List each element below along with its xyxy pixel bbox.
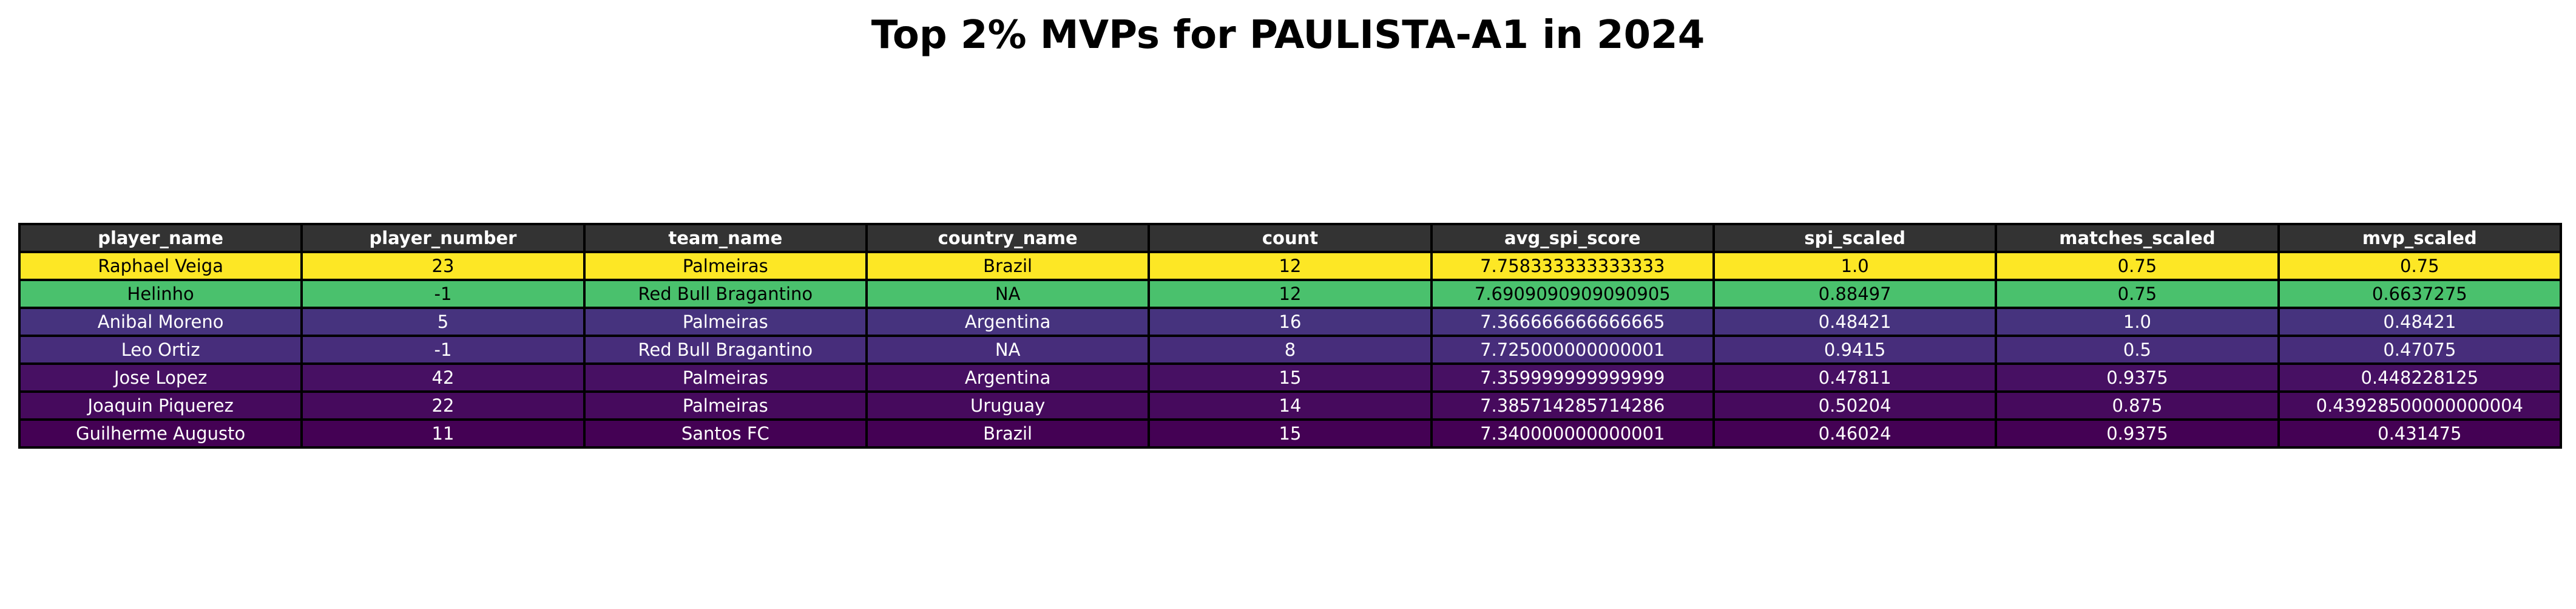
table-cell-mvp-scaled: 0.48421 bbox=[2277, 307, 2563, 337]
table-cell-country-name: NA bbox=[865, 335, 1151, 365]
table-row: Helinho -1 Red Bull Bragantino NA 12 7.690909… bbox=[18, 279, 2563, 309]
table-cell-player-number: 11 bbox=[300, 418, 586, 449]
table-cell-matches-scaled: 0.9375 bbox=[1995, 362, 2280, 393]
table-cell-player-number: -1 bbox=[300, 335, 586, 365]
table-body: Raphael Veiga 23 Palmeiras Brazil 12 7.758333… bbox=[18, 251, 2563, 449]
table-cell-avg-spi-score: 7.366666666666665 bbox=[1430, 307, 1715, 337]
table-cell-count: 14 bbox=[1148, 390, 1433, 421]
column-header-player-name: player_name bbox=[18, 223, 303, 253]
table-header-row: player_name player_number team_name country… bbox=[18, 223, 2563, 253]
table-cell-team-name: Santos FC bbox=[583, 418, 868, 449]
chart-title: Top 2% MVPs for PAULISTA-A1 in 2024 bbox=[871, 13, 1705, 58]
table-cell-country-name: NA bbox=[865, 279, 1151, 309]
table-cell-mvp-scaled: 0.47075 bbox=[2277, 335, 2563, 365]
table-cell-spi-scaled: 0.88497 bbox=[1712, 279, 1998, 309]
table-cell-avg-spi-score: 7.359999999999999 bbox=[1430, 362, 1715, 393]
table-cell-spi-scaled: 0.9415 bbox=[1712, 335, 1998, 365]
column-header-player-number: player_number bbox=[300, 223, 586, 253]
table-cell-team-name: Palmeiras bbox=[583, 251, 868, 281]
table-row: Raphael Veiga 23 Palmeiras Brazil 12 7.758333… bbox=[18, 251, 2563, 281]
table-cell-player-name: Helinho bbox=[18, 279, 303, 309]
table-cell-spi-scaled: 0.47811 bbox=[1712, 362, 1998, 393]
table-cell-player-name: Guilherme Augusto bbox=[18, 418, 303, 449]
table-row: Jose Lopez 42 Palmeiras Argentina 15 7.359999… bbox=[18, 362, 2563, 393]
table-cell-player-name: Leo Ortiz bbox=[18, 335, 303, 365]
table-cell-player-name: Anibal Moreno bbox=[18, 307, 303, 337]
table-cell-team-name: Red Bull Bragantino bbox=[583, 335, 868, 365]
table-cell-count: 12 bbox=[1148, 251, 1433, 281]
table-cell-avg-spi-score: 7.758333333333333 bbox=[1430, 251, 1715, 281]
table-cell-count: 15 bbox=[1148, 362, 1433, 393]
table-row: Anibal Moreno 5 Palmeiras Argentina 16 7.3666… bbox=[18, 307, 2563, 337]
table-cell-player-number: 42 bbox=[300, 362, 586, 393]
table-cell-player-number: -1 bbox=[300, 279, 586, 309]
column-header-count: count bbox=[1148, 223, 1433, 253]
table-cell-country-name: Argentina bbox=[865, 362, 1151, 393]
column-header-avg-spi-score: avg_spi_score bbox=[1430, 223, 1715, 253]
table-cell-spi-scaled: 0.46024 bbox=[1712, 418, 1998, 449]
table-cell-matches-scaled: 1.0 bbox=[1995, 307, 2280, 337]
table-cell-spi-scaled: 0.50204 bbox=[1712, 390, 1998, 421]
column-header-spi-scaled: spi_scaled bbox=[1712, 223, 1998, 253]
table-cell-player-number: 5 bbox=[300, 307, 586, 337]
table-cell-spi-scaled: 1.0 bbox=[1712, 251, 1998, 281]
table-cell-country-name: Uruguay bbox=[865, 390, 1151, 421]
table-cell-count: 15 bbox=[1148, 418, 1433, 449]
table-cell-spi-scaled: 0.48421 bbox=[1712, 307, 1998, 337]
table-cell-player-name: Raphael Veiga bbox=[18, 251, 303, 281]
table-cell-matches-scaled: 0.9375 bbox=[1995, 418, 2280, 449]
table-cell-avg-spi-score: 7.725000000000001 bbox=[1430, 335, 1715, 365]
table-cell-country-name: Argentina bbox=[865, 307, 1151, 337]
table-row: Guilherme Augusto 11 Santos FC Brazil 15 7.34… bbox=[18, 418, 2563, 449]
table-cell-mvp-scaled: 0.43928500000000004 bbox=[2277, 390, 2563, 421]
table-cell-player-number: 23 bbox=[300, 251, 586, 281]
table-cell-count: 16 bbox=[1148, 307, 1433, 337]
table-row: Joaquin Piquerez 22 Palmeiras Uruguay 14 7.38… bbox=[18, 390, 2563, 421]
table-cell-matches-scaled: 0.75 bbox=[1995, 279, 2280, 309]
table-cell-count: 12 bbox=[1148, 279, 1433, 309]
table-cell-country-name: Brazil bbox=[865, 418, 1151, 449]
table-cell-team-name: Palmeiras bbox=[583, 362, 868, 393]
table-cell-team-name: Red Bull Bragantino bbox=[583, 279, 868, 309]
table-cell-mvp-scaled: 0.75 bbox=[2277, 251, 2563, 281]
table-cell-matches-scaled: 0.875 bbox=[1995, 390, 2280, 421]
table-cell-player-name: Jose Lopez bbox=[18, 362, 303, 393]
column-header-country-name: country_name bbox=[865, 223, 1151, 253]
table-cell-avg-spi-score: 7.385714285714286 bbox=[1430, 390, 1715, 421]
column-header-mvp-scaled: mvp_scaled bbox=[2277, 223, 2563, 253]
column-header-matches-scaled: matches_scaled bbox=[1995, 223, 2280, 253]
table-cell-team-name: Palmeiras bbox=[583, 307, 868, 337]
table-cell-mvp-scaled: 0.6637275 bbox=[2277, 279, 2563, 309]
table-cell-mvp-scaled: 0.448228125 bbox=[2277, 362, 2563, 393]
table-cell-matches-scaled: 0.75 bbox=[1995, 251, 2280, 281]
table-cell-matches-scaled: 0.5 bbox=[1995, 335, 2280, 365]
table-cell-mvp-scaled: 0.431475 bbox=[2277, 418, 2563, 449]
table-cell-avg-spi-score: 7.6909090909090905 bbox=[1430, 279, 1715, 309]
table-cell-player-number: 22 bbox=[300, 390, 586, 421]
column-header-team-name: team_name bbox=[583, 223, 868, 253]
table-cell-avg-spi-score: 7.340000000000001 bbox=[1430, 418, 1715, 449]
table-row: Leo Ortiz -1 Red Bull Bragantino NA 8 7.72500… bbox=[18, 335, 2563, 365]
mvp-table: player_name player_number team_name country… bbox=[18, 223, 2563, 449]
table-cell-count: 8 bbox=[1148, 335, 1433, 365]
table-cell-player-name: Joaquin Piquerez bbox=[18, 390, 303, 421]
table-cell-country-name: Brazil bbox=[865, 251, 1151, 281]
table-cell-team-name: Palmeiras bbox=[583, 390, 868, 421]
